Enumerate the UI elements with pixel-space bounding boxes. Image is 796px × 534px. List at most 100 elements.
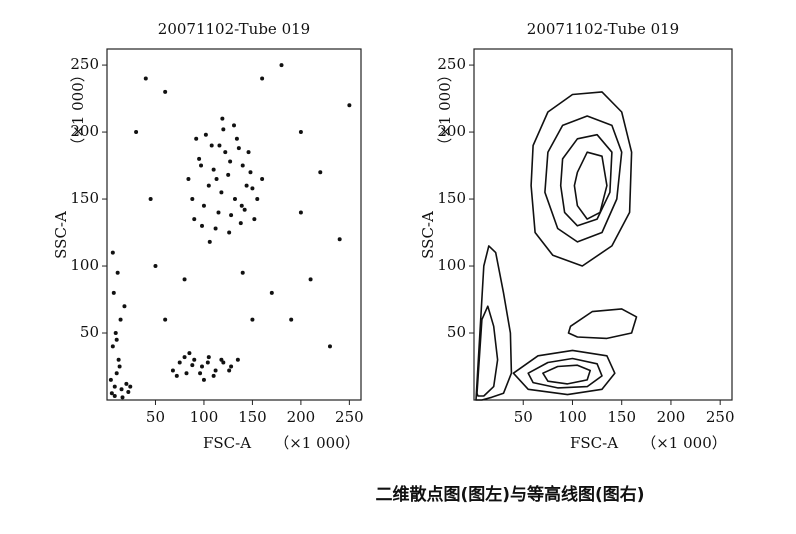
point	[197, 156, 202, 161]
point	[113, 331, 118, 336]
point	[148, 197, 153, 202]
y-tick-label: 250	[70, 55, 99, 73]
point	[201, 377, 206, 382]
point	[110, 250, 115, 255]
point	[227, 230, 232, 235]
plot-frame	[106, 48, 362, 401]
point	[198, 371, 203, 376]
point	[209, 143, 214, 148]
point	[211, 373, 216, 378]
point	[337, 237, 342, 242]
x-tick-label: 50	[514, 408, 533, 426]
y-tick-label: 200	[70, 122, 99, 140]
x-tick-label: 150	[607, 408, 636, 426]
y-axis-label: SSC-A	[52, 211, 70, 259]
point	[119, 387, 124, 392]
point	[114, 337, 119, 342]
point	[199, 163, 204, 168]
y-tick-label: 200	[437, 122, 466, 140]
x-tick-label: 250	[706, 408, 735, 426]
contour-line	[475, 245, 513, 401]
point	[109, 391, 114, 396]
x-axis-label: FSC-A	[570, 434, 618, 452]
point	[115, 270, 120, 275]
point	[347, 103, 352, 108]
point	[235, 357, 240, 362]
x-axis-label: FSC-A	[203, 434, 251, 452]
point	[213, 226, 218, 231]
point	[153, 264, 158, 269]
point	[229, 213, 234, 218]
point	[143, 76, 148, 81]
y-tick-label: 50	[80, 323, 99, 341]
point	[327, 344, 332, 349]
point	[229, 364, 234, 369]
point	[244, 183, 249, 188]
point	[182, 355, 187, 360]
y-axis-unit: （×1 000）	[69, 67, 87, 153]
point	[128, 384, 133, 389]
point	[223, 150, 228, 155]
point	[112, 393, 117, 398]
contour-line	[567, 308, 638, 340]
point	[163, 89, 168, 94]
point	[279, 63, 284, 68]
point	[214, 176, 219, 181]
point	[163, 317, 168, 322]
point	[234, 136, 239, 141]
point	[248, 170, 253, 175]
point	[298, 210, 303, 215]
y-tick-label: 150	[437, 189, 466, 207]
point	[203, 132, 208, 137]
x-tick-label: 200	[657, 408, 686, 426]
contour-line	[476, 305, 499, 397]
point	[192, 357, 197, 362]
point	[118, 317, 123, 322]
point	[205, 360, 210, 365]
point	[207, 239, 212, 244]
point	[221, 127, 226, 132]
point	[213, 368, 218, 373]
point	[194, 136, 199, 141]
caption: 二维散点图(图左)与等高线图(图右)	[375, 484, 644, 505]
point	[170, 368, 175, 373]
x-axis-unit: （×1 000）	[274, 434, 360, 452]
point	[255, 197, 260, 202]
x-tick-label: 100	[190, 408, 219, 426]
point	[220, 116, 225, 121]
contour-line	[530, 91, 633, 267]
point	[200, 364, 205, 369]
y-tick-label: 100	[437, 256, 466, 274]
contour-line	[542, 364, 591, 385]
point	[238, 221, 243, 226]
point	[192, 217, 197, 222]
point	[114, 371, 119, 376]
y-tick-label: 150	[70, 189, 99, 207]
y-tick-label: 250	[437, 55, 466, 73]
point	[250, 317, 255, 322]
point	[260, 176, 265, 181]
contour-line	[527, 357, 603, 389]
point	[217, 143, 222, 148]
point	[232, 197, 237, 202]
point	[120, 395, 125, 400]
point	[308, 277, 313, 282]
point	[242, 207, 247, 212]
point	[219, 190, 224, 195]
point	[246, 150, 251, 155]
point	[126, 389, 131, 394]
chart-title: 20071102-Tube 019	[158, 20, 310, 38]
point	[112, 384, 117, 389]
point	[250, 186, 255, 191]
point	[269, 290, 274, 295]
plot-frame	[473, 48, 733, 401]
point	[206, 183, 211, 188]
point	[110, 344, 115, 349]
point	[117, 364, 122, 369]
point	[298, 130, 303, 135]
point	[211, 167, 216, 172]
point	[134, 130, 139, 135]
x-axis-unit: （×1 000）	[641, 434, 727, 452]
contour-line	[559, 133, 613, 227]
